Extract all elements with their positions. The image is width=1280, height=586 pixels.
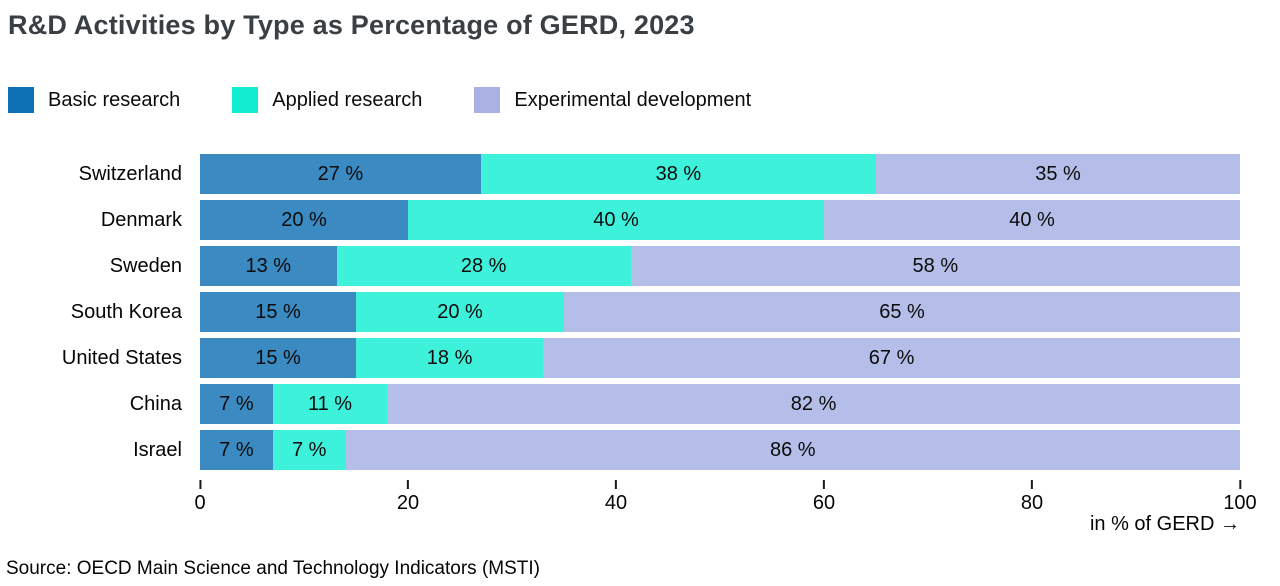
- axis-tick-60: 60: [813, 476, 835, 515]
- stacked-bar-chart: Switzerland 27 % 38 % 35 % Denmark 20 % 40 % 40…: [6, 154, 1240, 470]
- tick-mark: [1031, 480, 1033, 489]
- segment-value-label: 27 %: [317, 162, 364, 185]
- bar-segment-china-basic-research: 7 %: [200, 384, 273, 424]
- segment-value-label: 82 %: [790, 392, 837, 415]
- bar-segment-israel-experimental-development: 86 %: [345, 430, 1240, 470]
- category-label-sweden: Sweden: [109, 254, 182, 277]
- bar-segment-china-applied-research: 11 %: [272, 384, 388, 424]
- segment-value-label: 7 %: [219, 392, 254, 415]
- bar-row-sweden: Sweden 13 % 28 % 58 %: [6, 246, 1240, 286]
- x-axis-caption: in % of GERD →: [1089, 513, 1240, 535]
- bar-segment-denmark-experimental-development: 40 %: [824, 200, 1240, 240]
- legend-item-experimental-development: Experimental development: [474, 87, 751, 113]
- segment-value-label: 11 %: [307, 392, 353, 415]
- bar-segment-sweden-experimental-development: 58 %: [630, 246, 1240, 286]
- legend-label-basic-research: Basic research: [48, 88, 181, 111]
- bar-segment-united-states-experimental-development: 67 %: [543, 338, 1240, 378]
- bar-row-south-korea: South Korea 15 % 20 % 65 %: [6, 292, 1240, 332]
- bar-segment-south-korea-basic-research: 15 %: [200, 292, 356, 332]
- bar-area-united-states: 15 % 18 % 67 %: [200, 338, 1240, 378]
- segment-value-label: 15 %: [255, 346, 301, 369]
- axis-tick-0: 0: [194, 476, 206, 515]
- legend-swatch-experimental-development: [474, 87, 501, 113]
- bar-row-china: China 7 % 11 % 82 %: [6, 384, 1240, 424]
- tick-mark: [615, 480, 617, 489]
- segment-value-label: 18 %: [426, 346, 473, 369]
- bar-segment-switzerland-experimental-development: 35 %: [876, 154, 1240, 194]
- bar-segment-united-states-applied-research: 18 %: [356, 338, 544, 378]
- segment-value-label: 7 %: [291, 438, 327, 461]
- tick-label: 0: [194, 492, 206, 514]
- bar-area-sweden: 13 % 28 % 58 %: [200, 246, 1240, 286]
- segment-value-label: 35 %: [1035, 162, 1081, 185]
- category-label-israel: Israel: [133, 438, 182, 461]
- tick-label: 100: [1223, 492, 1257, 514]
- bar-row-israel: Israel 7 % 7 % 86 %: [6, 430, 1240, 470]
- legend-item-applied-research: Applied research: [232, 87, 422, 113]
- axis-tick-40: 40: [605, 476, 627, 515]
- tick-mark: [823, 480, 825, 489]
- segment-value-label: 20 %: [437, 300, 483, 323]
- legend: Basic research Applied research Experiment…: [8, 87, 1240, 113]
- tick-mark: [1239, 480, 1241, 489]
- bar-segment-south-korea-experimental-development: 65 %: [564, 292, 1240, 332]
- tick-label: 20: [396, 492, 420, 514]
- bar-segment-denmark-applied-research: 40 %: [408, 200, 824, 240]
- bar-row-united-states: United States 15 % 18 % 67 %: [6, 338, 1240, 378]
- x-axis: in % of GERD → 0 20 40 60 80 100: [6, 476, 1257, 542]
- segment-value-label: 86 %: [770, 438, 816, 461]
- segment-value-label: 58 %: [912, 254, 959, 277]
- segment-value-label: 20 %: [281, 208, 327, 231]
- bar-segment-china-experimental-development: 82 %: [387, 384, 1240, 424]
- segment-value-label: 67 %: [868, 346, 915, 369]
- bar-segment-israel-basic-research: 7 %: [200, 430, 273, 470]
- axis-tick-100: 100: [1223, 476, 1257, 515]
- bar-segment-south-korea-applied-research: 20 %: [356, 292, 564, 332]
- bar-segment-denmark-basic-research: 20 %: [200, 200, 408, 240]
- bar-segment-switzerland-applied-research: 38 %: [480, 154, 876, 194]
- segment-value-label: 65 %: [879, 300, 925, 323]
- bar-area-china: 7 % 11 % 82 %: [200, 384, 1240, 424]
- legend-swatch-basic-research: [8, 87, 34, 113]
- source-note: Source: OECD Main Science and Technology…: [6, 558, 540, 579]
- segment-value-label: 28 %: [460, 254, 507, 277]
- bar-segment-israel-applied-research: 7 %: [272, 430, 346, 470]
- bar-segment-sweden-applied-research: 28 %: [336, 246, 631, 286]
- bar-area-south-korea: 15 % 20 % 65 %: [200, 292, 1240, 332]
- segment-value-label: 40 %: [593, 208, 639, 231]
- x-axis-spacer: [6, 476, 200, 542]
- x-axis-area: in % of GERD → 0 20 40 60 80 100: [194, 476, 1257, 542]
- bar-row-denmark: Denmark 20 % 40 % 40 %: [6, 200, 1240, 240]
- chart-title: R&D Activities by Type as Percentage of …: [8, 10, 695, 40]
- tick-label: 80: [1020, 492, 1044, 514]
- category-label-south-korea: South Korea: [70, 300, 182, 323]
- category-label-china: China: [129, 392, 182, 415]
- segment-value-label: 15 %: [255, 300, 301, 323]
- legend-label-applied-research: Applied research: [272, 88, 423, 111]
- legend-swatch-applied-research: [232, 87, 259, 113]
- segment-value-label: 7 %: [219, 438, 254, 461]
- segment-value-label: 13 %: [245, 254, 292, 277]
- bar-segment-switzerland-basic-research: 27 %: [200, 154, 481, 194]
- category-label-switzerland: Switzerland: [78, 162, 182, 185]
- legend-label-experimental-development: Experimental development: [514, 88, 752, 111]
- tick-mark: [407, 480, 409, 489]
- axis-tick-80: 80: [1021, 476, 1043, 515]
- legend-item-basic-research: Basic research: [8, 87, 180, 113]
- bar-segment-united-states-basic-research: 15 %: [200, 338, 356, 378]
- segment-value-label: 40 %: [1009, 208, 1055, 231]
- bar-area-switzerland: 27 % 38 % 35 %: [200, 154, 1240, 194]
- category-label-denmark: Denmark: [100, 208, 182, 231]
- axis-tick-20: 20: [397, 476, 419, 515]
- bar-area-denmark: 20 % 40 % 40 %: [200, 200, 1240, 240]
- bar-segment-sweden-basic-research: 13 %: [200, 246, 337, 286]
- category-label-united-states: United States: [61, 346, 182, 369]
- bar-row-switzerland: Switzerland 27 % 38 % 35 %: [6, 154, 1240, 194]
- segment-value-label: 38 %: [655, 162, 702, 185]
- tick-mark: [199, 480, 201, 489]
- tick-label: 60: [812, 492, 836, 514]
- bar-area-israel: 7 % 7 % 86 %: [200, 430, 1240, 470]
- tick-label: 40: [604, 492, 628, 514]
